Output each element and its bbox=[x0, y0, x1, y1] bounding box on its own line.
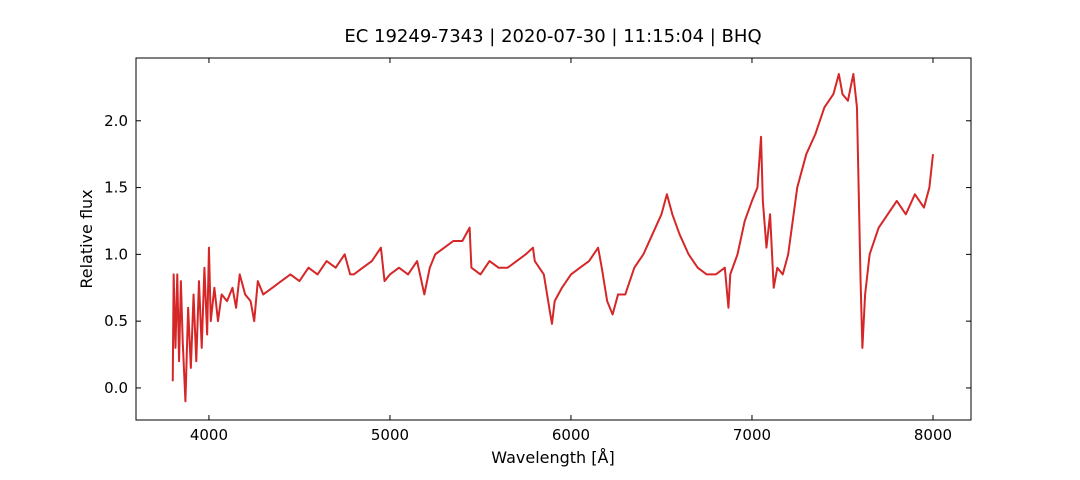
y-tick-label: 2.0 bbox=[104, 112, 128, 130]
plot-frame bbox=[135, 57, 972, 421]
x-tick-label: 4000 bbox=[190, 426, 228, 444]
chart-title: EC 19249-7343 | 2020-07-30 | 11:15:04 | … bbox=[344, 26, 761, 47]
x-tick-label: 6000 bbox=[552, 426, 590, 444]
spectrum-line bbox=[171, 73, 934, 403]
y-tick-label: 1.0 bbox=[104, 245, 128, 263]
y-tick-label: 0.5 bbox=[104, 312, 128, 330]
x-tick-label: 5000 bbox=[371, 426, 409, 444]
y-axis-label: Relative flux bbox=[77, 189, 96, 288]
x-tick-label: 8000 bbox=[914, 426, 952, 444]
x-tick-label: 7000 bbox=[733, 426, 771, 444]
y-tick-label: 1.5 bbox=[104, 179, 128, 197]
x-axis-label: Wavelength [Å] bbox=[491, 448, 614, 467]
y-tick-label: 0.0 bbox=[104, 379, 128, 397]
